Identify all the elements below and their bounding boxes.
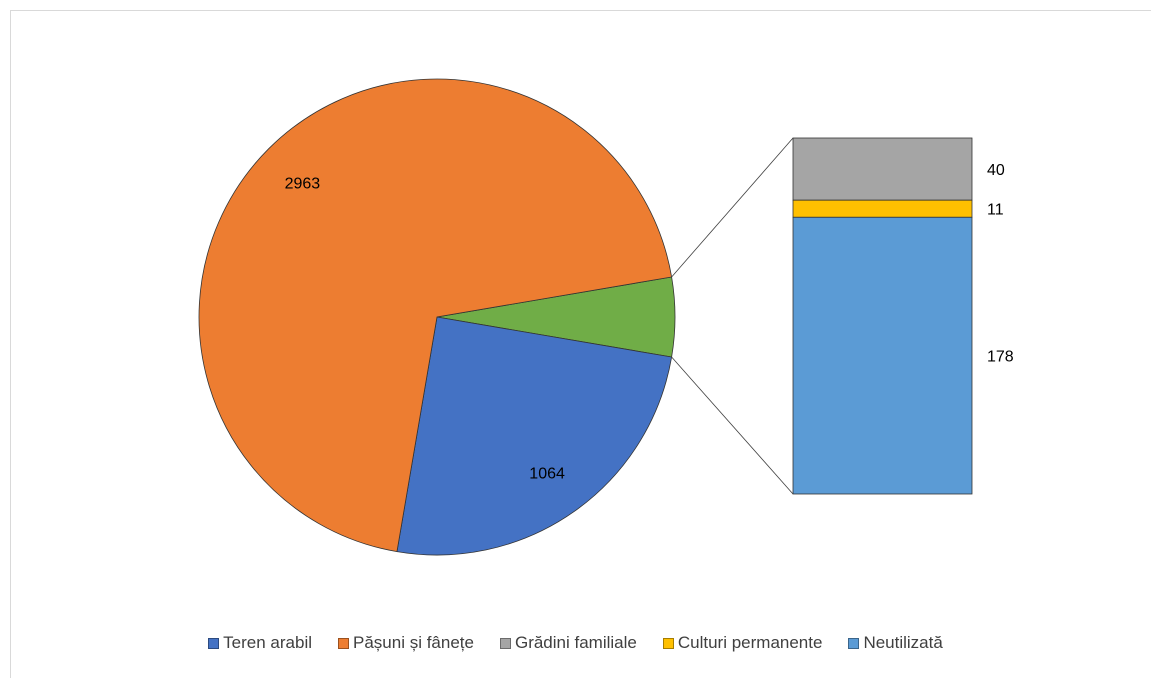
legend-item-gradini-familiale: Grădini familiale (499, 633, 637, 653)
pie-slice-teren-arabil (396, 316, 673, 556)
legend-label: Teren arabil (223, 633, 312, 652)
legend-swatch (499, 637, 511, 649)
pie-slice-pasuni-si-fanete (198, 78, 673, 553)
legend-label: Culturi permanente (677, 633, 823, 652)
legend-item-neutilizata: Neutilizată (848, 633, 943, 653)
legend-item-culturi-permanente: Culturi permanente (662, 633, 823, 653)
legend-label: Grădini familiale (514, 633, 637, 652)
legend: Teren arabil Pășuni și fânețe Grădini fa… (0, 633, 1151, 653)
data-labels: 1064 2963 40 11 178 (285, 162, 1014, 482)
connector-line-top (671, 137, 794, 278)
bar-segment-culturi-permanente (792, 199, 973, 218)
chart-area (10, 10, 1151, 678)
legend-swatch (662, 637, 674, 649)
pie (198, 78, 676, 556)
legend-swatch (208, 637, 220, 649)
legend-swatch (848, 637, 860, 649)
legend-label: Neutilizată (863, 633, 943, 652)
data-label-neutilizata: 178 (987, 349, 1014, 366)
connector-lines (671, 137, 794, 495)
stacked-breakdown-bar (792, 137, 973, 495)
legend-item-pasuni-si-fanete: Pășuni și fânețe (338, 633, 474, 653)
data-label-gradini-familiale: 40 (987, 162, 1005, 179)
legend-swatch (338, 637, 349, 649)
data-label-teren-arabil: 1064 (529, 465, 565, 482)
bar-segment-gradini-familiale (792, 137, 973, 201)
data-label-culturi-permanente: 11 (987, 202, 1004, 219)
connector-line-bottom (671, 356, 794, 495)
legend-item-teren-arabil: Teren arabil (208, 633, 312, 653)
legend-label: Pășuni și fânețe (353, 633, 474, 652)
data-label-pasuni-si-fanete: 2963 (285, 175, 321, 192)
bar-segment-neutilizata (792, 216, 973, 495)
